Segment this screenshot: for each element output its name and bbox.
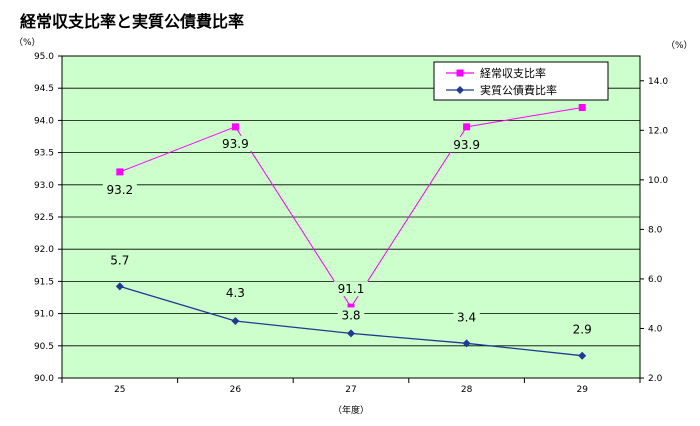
data-label-bg	[453, 309, 480, 325]
left-tick-label: 92.5	[34, 213, 54, 223]
legend-label: 経常収支比率	[480, 66, 546, 80]
left-tick-label: 90.0	[34, 374, 54, 384]
data-point	[347, 329, 355, 338]
right-axis-unit: （%）	[666, 40, 693, 51]
left-tick-label: 93.5	[34, 149, 54, 159]
data-label-bg	[222, 285, 249, 301]
right-tick-label: 4.0	[648, 324, 663, 334]
left-tick-label: 94.0	[34, 116, 54, 126]
x-axis: 25 26 27 28 29	[61, 378, 641, 395]
right-tick-label: 14.0	[648, 77, 668, 87]
right-axis: 2.0 4.0 6.0 8.0 10.0 12.0 14.0	[640, 77, 668, 384]
left-tick-label: 93.0	[34, 181, 54, 191]
left-tick-label: 91.0	[34, 310, 54, 320]
left-tick-label: 94.5	[34, 84, 54, 94]
data-point	[115, 282, 124, 291]
data-point	[463, 123, 471, 131]
data-label: 3.4	[457, 310, 476, 324]
data-label-bg	[102, 181, 137, 197]
x-tick-label: 28	[461, 385, 473, 395]
x-tick-label: 29	[576, 385, 588, 395]
legend-box	[433, 61, 609, 101]
x-tick-label: 25	[114, 385, 125, 395]
left-tick-label: 91.5	[34, 277, 54, 287]
data-label: 4.3	[226, 286, 245, 300]
data-label: 93.9	[453, 138, 480, 152]
data-point	[231, 317, 240, 326]
data-label: 3.8	[341, 308, 360, 322]
data-label-bg	[568, 321, 596, 337]
chart-title: 経常収支比率と実質公債費比率	[20, 12, 245, 31]
data-label: 91.1	[338, 282, 365, 296]
data-point	[231, 123, 239, 131]
right-tick-label: 2.0	[648, 374, 663, 384]
legend-label: 実質公債費比率	[480, 83, 557, 97]
left-axis-unit: （%）	[14, 37, 41, 48]
left-axis: 90.0 90.5 91.0 91.5 92.0 92.5 93.0 93.5 94.0 94.5…	[34, 52, 62, 384]
x-tick-label: 27	[345, 385, 356, 395]
left-tick-label: 92.0	[34, 245, 54, 255]
x-tick-label: 26	[230, 385, 242, 395]
data-label-bg	[334, 281, 368, 297]
x-axis-label: （年度）	[333, 404, 369, 416]
data-point	[347, 303, 355, 311]
data-label-bg	[337, 307, 365, 323]
legend-marker	[456, 69, 464, 77]
data-label: 93.9	[222, 137, 249, 151]
legend-marker	[456, 86, 464, 94]
data-label-bg	[449, 136, 484, 152]
left-tick-label: 95.0	[34, 52, 54, 62]
data-point	[462, 339, 471, 348]
right-tick-label: 10.0	[648, 176, 668, 186]
data-point	[578, 351, 587, 360]
data-label-bg	[218, 135, 253, 151]
data-label: 5.7	[110, 253, 129, 267]
data-label: 2.9	[573, 323, 592, 337]
data-point	[578, 104, 586, 112]
right-tick-label: 12.0	[648, 126, 668, 136]
series-layer: 93.293.991.193.994.25.74.33.83.42.9	[102, 81, 600, 360]
left-tick-label: 90.5	[34, 342, 54, 352]
data-label-bg	[106, 252, 134, 268]
right-tick-label: 6.0	[648, 275, 663, 285]
data-label: 93.2	[106, 183, 133, 197]
data-point	[116, 168, 124, 176]
right-tick-label: 8.0	[648, 225, 663, 235]
